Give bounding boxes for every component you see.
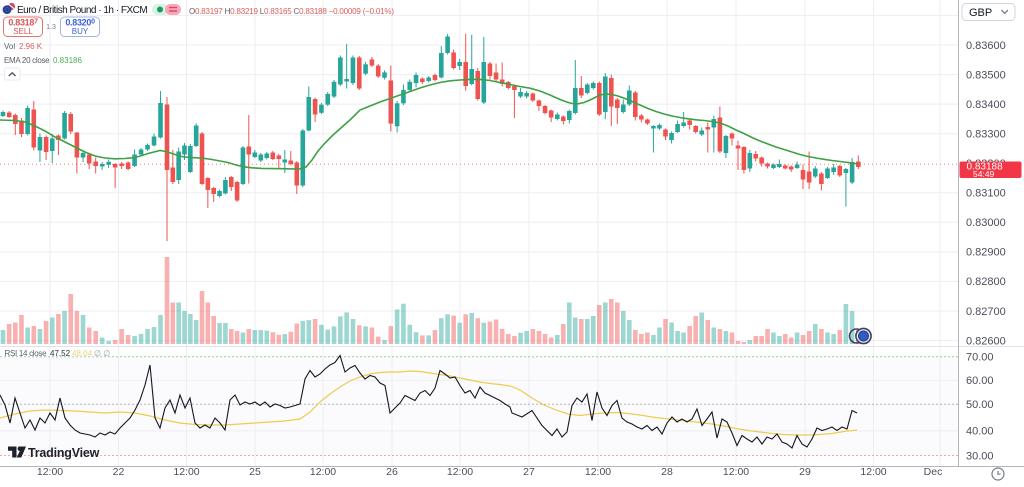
- svg-text:54:49: 54:49: [973, 169, 995, 179]
- svg-text:Euro / British Pound · 1h · FX: Euro / British Pound · 1h · FXCM: [17, 5, 147, 16]
- svg-text:0.82600: 0.82600: [966, 335, 1006, 347]
- svg-text:GBP: GBP: [969, 7, 992, 19]
- svg-text:1.3: 1.3: [46, 24, 56, 31]
- svg-text:50.00: 50.00: [966, 399, 994, 411]
- svg-text:0.83600: 0.83600: [966, 40, 1006, 52]
- svg-text:Vol: Vol: [4, 42, 15, 51]
- svg-text:25: 25: [249, 466, 261, 478]
- svg-text:12:00: 12:00: [310, 466, 336, 478]
- svg-text:12:00: 12:00: [585, 466, 611, 478]
- svg-text:0.83300: 0.83300: [966, 129, 1006, 141]
- svg-text:30.00: 30.00: [966, 450, 994, 462]
- svg-text:12:00: 12:00: [860, 466, 886, 478]
- svg-text:0.83100: 0.83100: [966, 188, 1006, 200]
- svg-text:0.83400: 0.83400: [966, 99, 1006, 111]
- svg-text:TradingView: TradingView: [28, 446, 100, 460]
- svg-text:0.83187: 0.83187: [8, 18, 38, 28]
- svg-text:0.82800: 0.82800: [966, 276, 1006, 288]
- svg-text:12:00: 12:00: [447, 466, 473, 478]
- svg-text:∅ ∅: ∅ ∅: [94, 349, 110, 358]
- svg-text:27: 27: [523, 466, 535, 478]
- svg-text:0.83500: 0.83500: [966, 69, 1006, 81]
- svg-text:40.00: 40.00: [966, 426, 994, 438]
- svg-text:0.83188: 0.83188: [967, 162, 1004, 173]
- svg-text:Dec: Dec: [924, 466, 943, 478]
- svg-text:26: 26: [386, 466, 398, 478]
- svg-text:SELL: SELL: [13, 27, 33, 36]
- svg-text:0.83000: 0.83000: [966, 217, 1006, 229]
- svg-text:48.04: 48.04: [72, 349, 93, 358]
- svg-text:12:00: 12:00: [37, 466, 63, 478]
- svg-text:EMA 20 close: EMA 20 close: [4, 56, 50, 65]
- svg-text:12:00: 12:00: [723, 466, 749, 478]
- svg-text:0.83186: 0.83186: [53, 56, 82, 65]
- svg-text:29: 29: [799, 466, 811, 478]
- svg-text:12:00: 12:00: [173, 466, 199, 478]
- svg-text:47.52: 47.52: [50, 349, 71, 358]
- svg-text:0.82700: 0.82700: [966, 306, 1006, 318]
- svg-text:0.82900: 0.82900: [966, 247, 1006, 259]
- svg-text:70.00: 70.00: [966, 352, 994, 364]
- svg-text:2.96 K: 2.96 K: [19, 42, 43, 51]
- svg-text:BUY: BUY: [72, 27, 89, 36]
- svg-text:RSI 14 close: RSI 14 close: [5, 349, 48, 358]
- svg-text:60.00: 60.00: [966, 375, 994, 387]
- svg-text:22: 22: [113, 466, 125, 478]
- svg-text:0.83200: 0.83200: [65, 18, 95, 28]
- svg-text:O0.83197 H0.83219 L0.83165 C0.: O0.83197 H0.83219 L0.83165 C0.83188 −0.0…: [189, 7, 394, 16]
- svg-text:28: 28: [661, 466, 673, 478]
